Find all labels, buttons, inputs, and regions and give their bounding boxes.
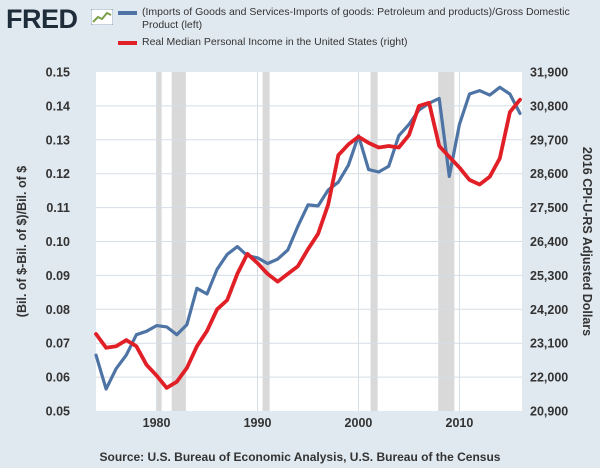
graph-logo-icon bbox=[91, 9, 113, 25]
y-tick-label-right: 28,600 bbox=[530, 167, 568, 181]
legend-item-income[interactable]: Real Median Personal Income in the Unite… bbox=[118, 36, 588, 49]
series-lines bbox=[94, 85, 522, 391]
y-tick-label-right: 23,100 bbox=[530, 337, 568, 351]
y-tick-label-left: 0.09 bbox=[46, 269, 70, 283]
y-tick-label-right: 26,400 bbox=[530, 235, 568, 249]
y-tick-label-right: 27,500 bbox=[530, 201, 568, 215]
y-tick-label-left: 0.10 bbox=[46, 235, 70, 249]
y-tick-label-left: 0.13 bbox=[46, 133, 70, 147]
line-chart: 0.05 20,900 0.06 22,000 0.07 23,100 0.08 24,200… bbox=[15, 66, 594, 431]
y-tick-label-left: 0.07 bbox=[46, 337, 70, 351]
legend-swatch-blue bbox=[118, 11, 137, 15]
legend-swatch-red bbox=[118, 41, 137, 45]
y-tick-label-left: 0.11 bbox=[46, 201, 70, 215]
y-tick-label-right: 30,800 bbox=[530, 99, 568, 113]
y-tick-label-left: 0.15 bbox=[46, 66, 70, 80]
series-line-imports bbox=[94, 85, 522, 391]
legend-label: (Imports of Goods and Services-Imports o… bbox=[142, 6, 570, 31]
x-tick-label: 1990 bbox=[244, 416, 272, 430]
y-tick-label-right: 22,000 bbox=[530, 371, 568, 385]
y-tick-label-right: 20,900 bbox=[530, 405, 568, 419]
header: FRED (Imports of Goods and Services-Impo… bbox=[0, 0, 600, 64]
y-tick-label-left: 0.06 bbox=[46, 371, 70, 385]
x-tick-label: 2010 bbox=[446, 416, 474, 430]
x-tick-label: 1980 bbox=[143, 416, 171, 430]
series-line-income bbox=[94, 97, 522, 390]
y-tick-label-right: 24,200 bbox=[530, 303, 568, 317]
y-tick-label-left: 0.05 bbox=[46, 405, 70, 419]
y-tick-label-right: 25,300 bbox=[530, 269, 568, 283]
y-tick-label-right: 31,900 bbox=[530, 66, 568, 80]
y-axis-title-right: 2016 CPI-U-RS Adjusted Dollars bbox=[580, 147, 594, 336]
legend-label: Real Median Personal Income in the Unite… bbox=[142, 36, 408, 48]
y-tick-label-left: 0.12 bbox=[46, 167, 70, 181]
y-tick-label-right: 29,700 bbox=[530, 133, 568, 147]
y-axis-title-left: (Bil. of $-Bil. of $)/Bil. of $ bbox=[15, 166, 29, 317]
gridlines bbox=[96, 72, 522, 411]
chart-legend: (Imports of Goods and Services-Imports o… bbox=[118, 6, 588, 53]
y-tick-label-left: 0.14 bbox=[46, 99, 70, 113]
y-tick-label-left: 0.08 bbox=[46, 303, 70, 317]
x-tick-label: 2000 bbox=[345, 416, 373, 430]
axes: 0.05 20,900 0.06 22,000 0.07 23,100 0.08 24,200… bbox=[15, 66, 594, 431]
fred-logo: FRED bbox=[6, 4, 78, 34]
legend-item-imports[interactable]: (Imports of Goods and Services-Imports o… bbox=[118, 6, 588, 32]
source-note: Source: U.S. Bureau of Economic Analysis… bbox=[99, 450, 501, 464]
